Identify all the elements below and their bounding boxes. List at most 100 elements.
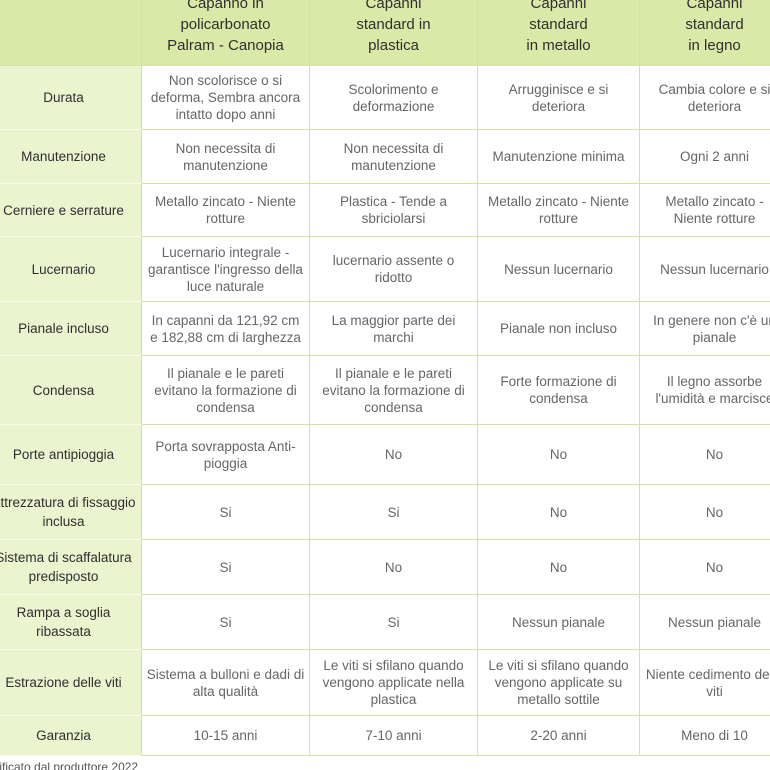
data-cell: 10-15 anni [142, 716, 310, 756]
data-cell: Nessun lucernario [478, 237, 640, 302]
data-cell: In capanni da 121,92 cm e 182,88 cm di l… [142, 302, 310, 356]
row-label-text: Rampa a soglia ribassata [16, 605, 111, 639]
data-cell-text: In genere non c'è un pianale [653, 312, 770, 345]
data-cell-text: Porta sovrapposta Anti-pioggia [155, 438, 296, 471]
data-cell: Sistema a bulloni e dadi di alta qualità [142, 650, 310, 716]
data-cell-text: La maggior parte dei marchi [331, 312, 456, 345]
data-cell: No [310, 425, 478, 485]
data-cell: Il pianale e le pareti evitano la formaz… [142, 356, 310, 425]
row-label-text: Porte antipioggia [12, 447, 115, 462]
data-cell: Nessun lucernario [640, 237, 770, 302]
data-cell: Scolorimento e deformazione [310, 66, 478, 130]
data-cell: Le viti si sfilano quando vengono applic… [478, 650, 640, 716]
data-cell: Il pianale e le pareti evitano la formaz… [310, 356, 478, 425]
data-cell: Si [142, 595, 310, 650]
row-label: Rampa a soglia ribassata [0, 595, 142, 650]
header-cell-text: Capanni standard in plastica [356, 0, 431, 54]
data-cell-text: Metallo zincato - Niente rotture [665, 194, 764, 226]
row-label: Estrazione delle viti [0, 650, 142, 716]
data-cell: No [640, 540, 770, 595]
data-cell: Metallo zincato - Niente rotture [142, 184, 310, 237]
data-cell-text: Pianale non incluso [499, 321, 618, 336]
row-label-text: Estrazione delle viti [5, 675, 122, 690]
data-cell-text: No [549, 504, 568, 520]
data-cell: Il legno assorbe l'umidità e marcisce [640, 356, 770, 425]
data-cell: No [478, 425, 640, 485]
data-cell: No [640, 425, 770, 485]
data-cell-text: Metallo zincato - Niente rotture [487, 194, 630, 226]
data-cell: Manutenzione minima [478, 130, 640, 184]
data-cell-text: Manutenzione minima [492, 149, 625, 164]
data-cell: Ogni 2 anni [640, 130, 770, 184]
data-cell-text: No [384, 447, 403, 462]
data-cell-text: No [705, 559, 724, 575]
data-cell-text: No [705, 504, 724, 520]
data-cell-text: Il pianale e le pareti evitano la formaz… [154, 365, 297, 415]
data-cell-text: Non necessita di manutenzione [175, 140, 276, 173]
data-cell: Si [142, 540, 310, 595]
header-cell-text: Capanni standard in legno [685, 0, 744, 54]
data-cell: Le viti si sfilano quando vengono applic… [310, 650, 478, 716]
data-cell-text: Nessun lucernario [660, 261, 769, 277]
row-label-text: Garanzia [36, 728, 91, 743]
data-cell: Arrugginisce e si deteriora [478, 66, 640, 130]
data-cell-text: Lucernario integrale - garantisce l'ingr… [148, 244, 303, 294]
row-label: Attrezzatura di fissaggio inclusa [0, 485, 142, 540]
header-cell-text: Capanni standard in metallo [526, 0, 591, 54]
data-cell: No [310, 540, 478, 595]
data-cell-text: 7-10 anni [365, 728, 422, 743]
data-cell-text: lucernario assente o ridotto [332, 253, 455, 285]
header-cell: Capanno in policarbonato Palram - Canopi… [142, 0, 310, 66]
data-cell: Lucernario integrale - garantisce l'ingr… [142, 237, 310, 302]
data-cell: Plastica - Tende a sbriciolarsi [310, 184, 478, 237]
data-cell-text: Si [387, 614, 400, 630]
data-cell: No [478, 485, 640, 540]
row-label: Manutenzione [0, 130, 142, 184]
row-label: Cerniere e serrature [0, 184, 142, 237]
data-cell: No [478, 540, 640, 595]
data-cell: 7-10 anni [310, 716, 478, 756]
data-cell-text: 10-15 anni [193, 728, 258, 743]
data-cell: Si [310, 595, 478, 650]
row-label-text: Attrezzatura di fissaggio inclusa [0, 495, 136, 529]
data-cell-text: Meno di 10 [681, 728, 748, 743]
row-label-text: Durata [43, 90, 84, 105]
data-cell-text: No [705, 447, 724, 462]
data-cell-text: No [549, 447, 568, 462]
data-cell-text: Si [219, 614, 232, 630]
data-cell-text: No [549, 559, 568, 575]
row-label: Lucernario [0, 237, 142, 302]
data-cell-text: Metallo zincato - Niente rotture [154, 194, 297, 226]
data-cell-text: Forte formazione di condensa [500, 374, 617, 406]
data-cell-text: Le viti si sfilano quando vengono applic… [322, 658, 465, 707]
data-cell: Non necessita di manutenzione [142, 130, 310, 184]
row-label: Garanzia [0, 716, 142, 756]
data-cell-text: Nessun pianale [511, 614, 606, 630]
data-cell-text: Arrugginisce e si deteriora [508, 81, 609, 114]
data-cell: Non necessita di manutenzione [310, 130, 478, 184]
data-cell-text: No [384, 559, 403, 575]
row-label: Pianale incluso [0, 302, 142, 356]
data-cell: Porta sovrapposta Anti-pioggia [142, 425, 310, 485]
header-cell: Capanni standard in legno [640, 0, 770, 66]
data-cell-text: Il legno assorbe l'umidità e marcisce [655, 374, 770, 406]
data-cell: Pianale non incluso [478, 302, 640, 356]
data-cell: Nessun pianale [478, 595, 640, 650]
data-cell-text: Niente cedimento delle viti [645, 666, 770, 699]
data-cell: La maggior parte dei marchi [310, 302, 478, 356]
row-label-text: Cerniere e serrature [3, 202, 124, 218]
data-cell: Cambia colore e si deteriora [640, 66, 770, 130]
data-cell: 2-20 anni [478, 716, 640, 756]
row-label-text: Pianale incluso [18, 321, 109, 336]
data-cell-text: Cambia colore e si deteriora [658, 81, 770, 114]
data-cell: Non scolorisce o si deforma, Sembra anco… [142, 66, 310, 130]
header-cell: Capanni standard in metallo [478, 0, 640, 66]
data-cell: Meno di 10 [640, 716, 770, 756]
data-cell: lucernario assente o ridotto [310, 237, 478, 302]
data-cell: Si [142, 485, 310, 540]
data-cell-text: Non necessita di manutenzione [343, 140, 444, 173]
data-cell: No [640, 485, 770, 540]
data-cell-text: In capanni da 121,92 cm e 182,88 cm di l… [150, 312, 301, 345]
